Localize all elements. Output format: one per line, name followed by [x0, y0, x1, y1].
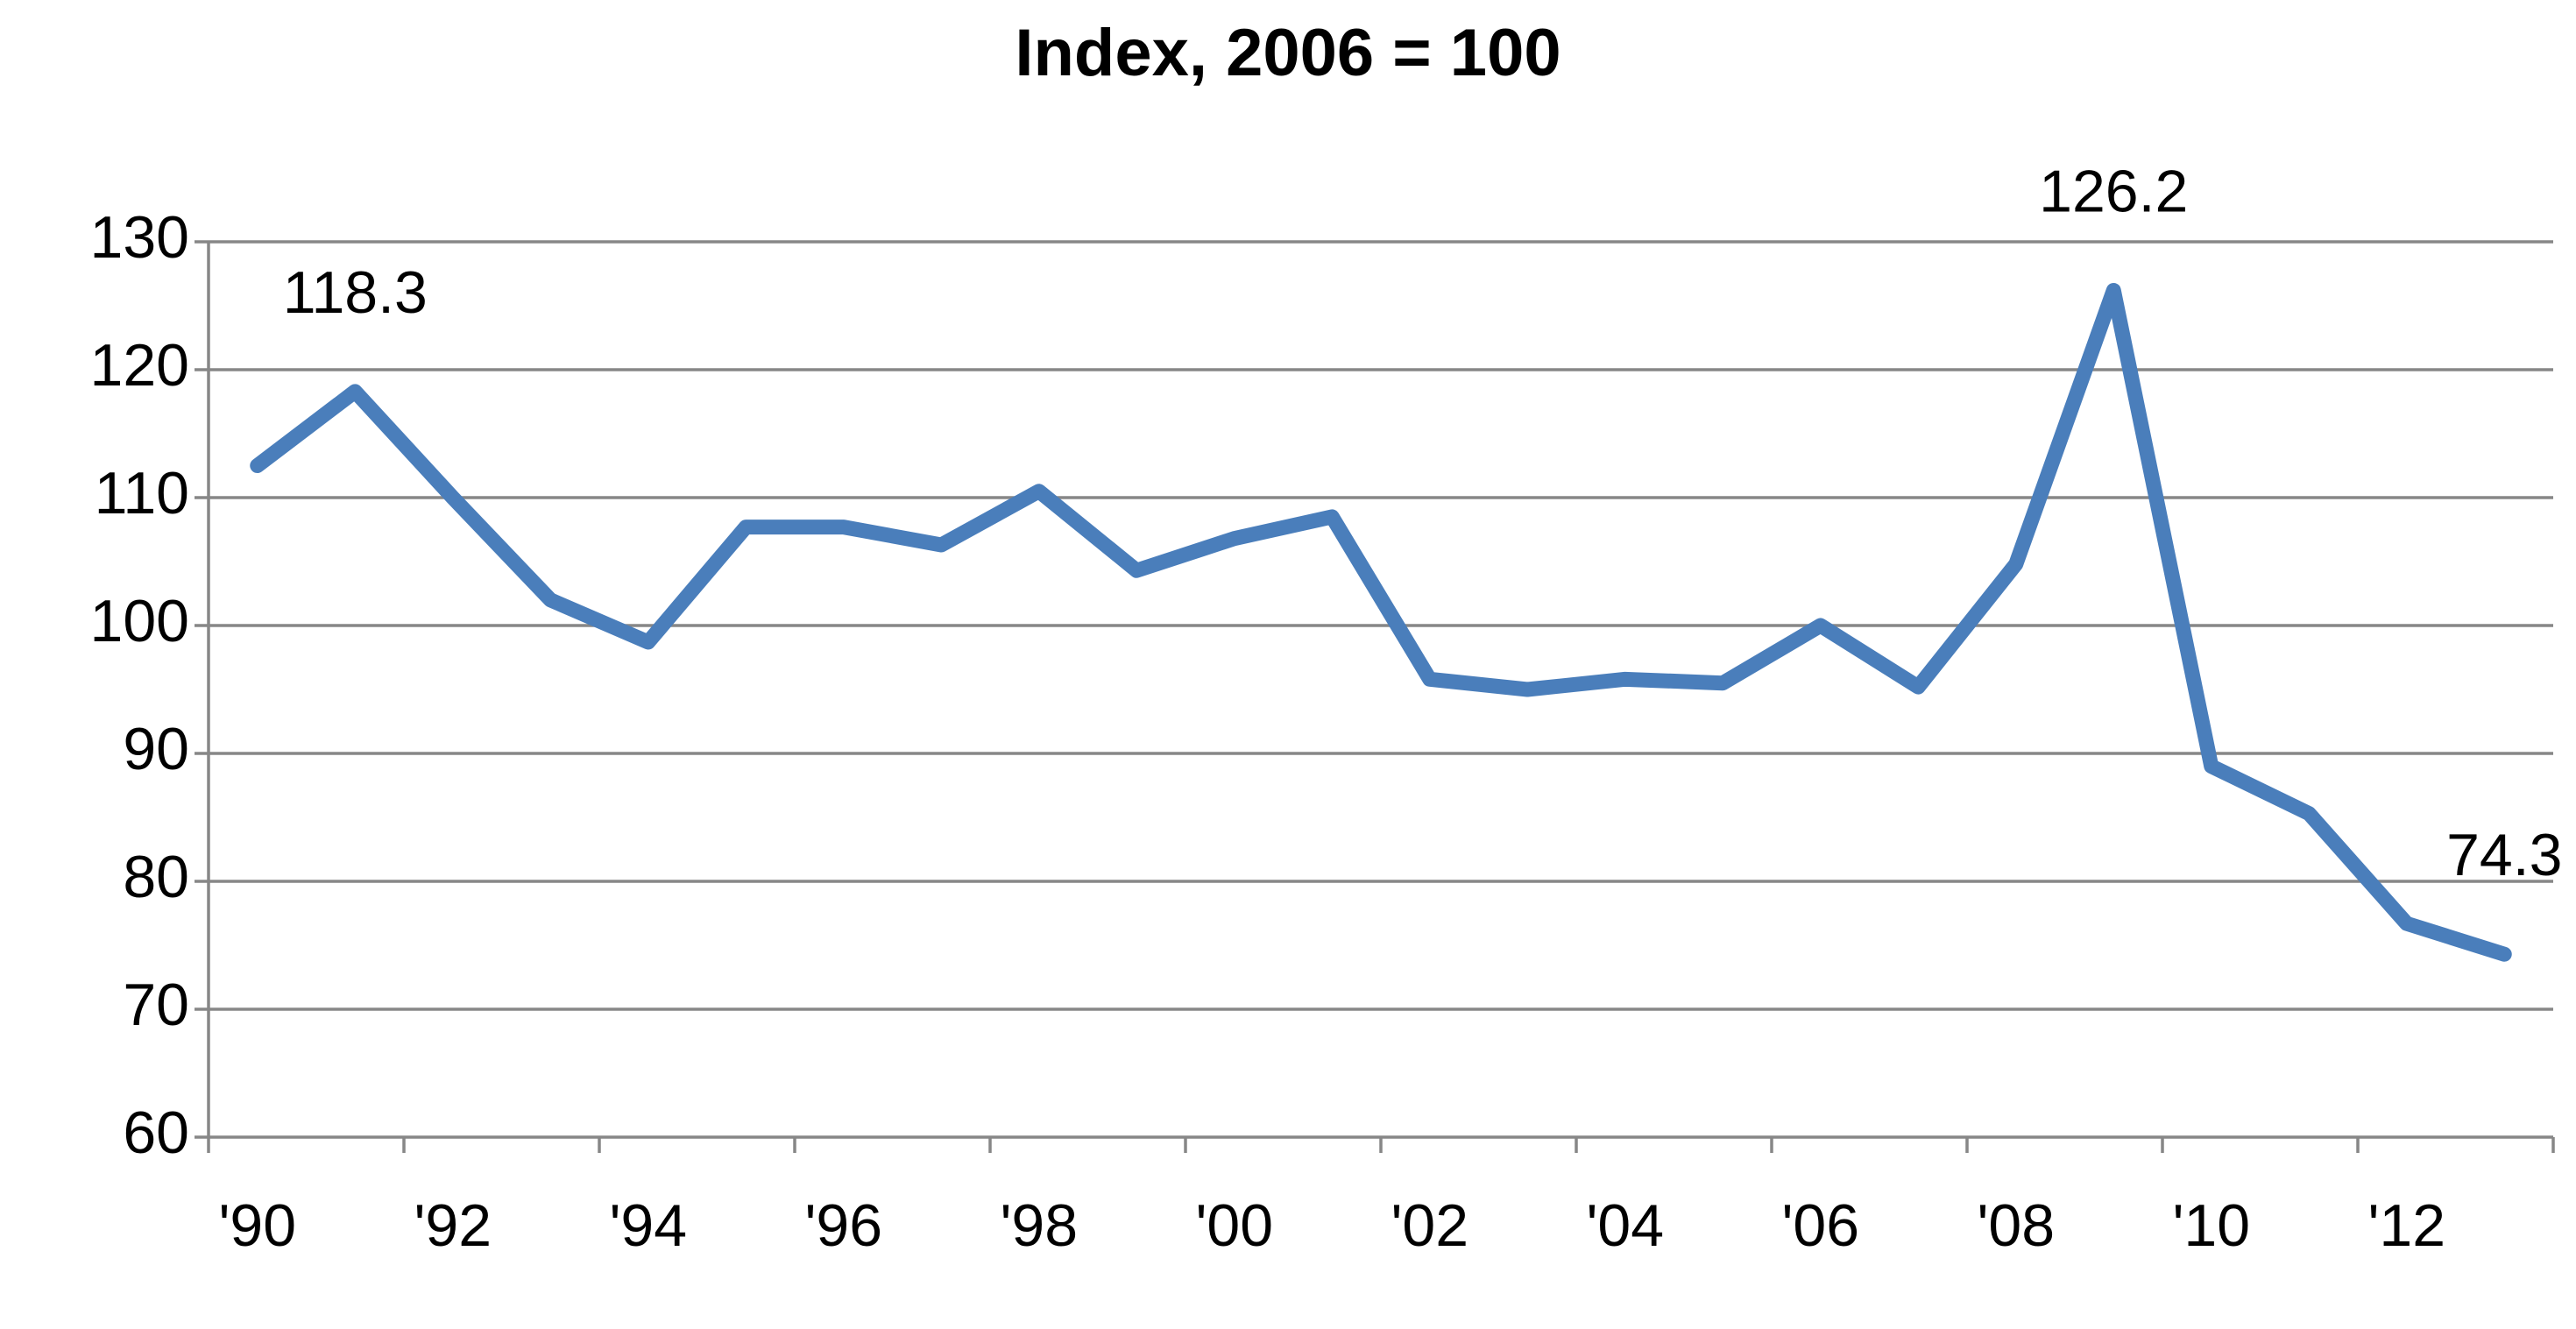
data-line: [250, 282, 2512, 962]
x-tick-label: '08: [1977, 1192, 2055, 1259]
data-label: 74.3: [2446, 822, 2562, 888]
y-tick-label: 70: [123, 972, 189, 1038]
x-tick-label: '06: [1781, 1192, 1859, 1259]
data-label: 126.2: [2039, 158, 2188, 224]
y-tick-label: 110: [95, 460, 189, 527]
y-tick-label: 130: [90, 204, 189, 271]
x-tick-label: '92: [414, 1192, 492, 1259]
x-tick-label: '12: [2367, 1192, 2445, 1259]
y-tick-label: 60: [123, 1099, 189, 1166]
x-tick-label: '10: [2172, 1192, 2250, 1259]
x-tick-label: '90: [218, 1192, 296, 1259]
y-tick-label: 90: [123, 716, 189, 782]
y-tick-label: 120: [90, 332, 189, 399]
y-tick-label: 100: [90, 588, 189, 654]
x-tick-label: '96: [804, 1192, 882, 1259]
chart-title: Index, 2006 = 100: [1015, 16, 1560, 90]
x-tick-label: '00: [1195, 1192, 1273, 1259]
x-tick-label: '98: [1000, 1192, 1078, 1259]
x-tick-label: '02: [1391, 1192, 1468, 1259]
x-tick-label: '94: [609, 1192, 687, 1259]
data-label: 118.3: [283, 259, 428, 326]
x-tick-label: '04: [1586, 1192, 1664, 1259]
y-tick-label: 80: [123, 844, 189, 910]
